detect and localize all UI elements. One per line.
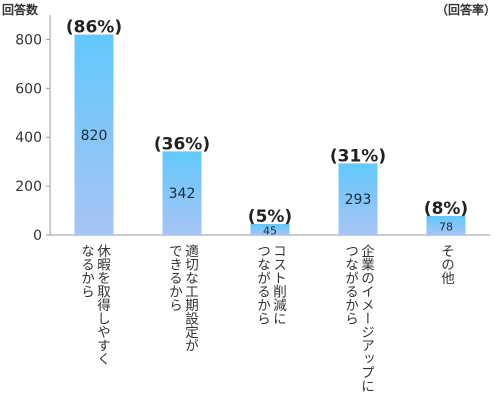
rate-legend-label: （回答率） [435,3,496,17]
y-tick-label: 800 [15,32,42,48]
category-label: なるから [78,244,94,299]
y-tick-label: 600 [15,81,42,97]
bar-value-label: 78 [439,220,453,233]
category-label: 企業のイメージアップに [358,243,375,393]
bar [162,151,202,235]
category-label: その他 [438,244,455,286]
bar-percent-label: (86%) [66,18,122,38]
category-label: できるから [166,244,182,312]
bar-percent-label: (31%) [330,146,386,166]
category-label: 休暇を取得しやすく [94,244,111,366]
category-label: つながるから [342,244,359,325]
bar-value-label: 45 [263,225,277,238]
bar-value-label: 293 [345,192,372,208]
category-label: つながるから [254,244,271,325]
bar-percent-label: (8%) [424,199,468,219]
y-tick-label: 0 [33,228,42,244]
bar-percent-label: (5%) [248,207,292,227]
y-tick-label: 400 [15,130,42,146]
y-tick-label: 200 [15,179,42,195]
bar-percent-label: (36%) [154,134,210,154]
category-label: コスト削減に [270,244,287,325]
category-label: 適切な工期設定が [182,243,199,353]
bar [426,215,466,235]
bar [74,34,114,235]
bar [250,224,290,235]
bar-value-label: 820 [81,128,108,144]
bar [338,163,378,235]
bar-value-label: 342 [169,186,196,202]
y-axis-title: 回答数 [2,3,39,17]
